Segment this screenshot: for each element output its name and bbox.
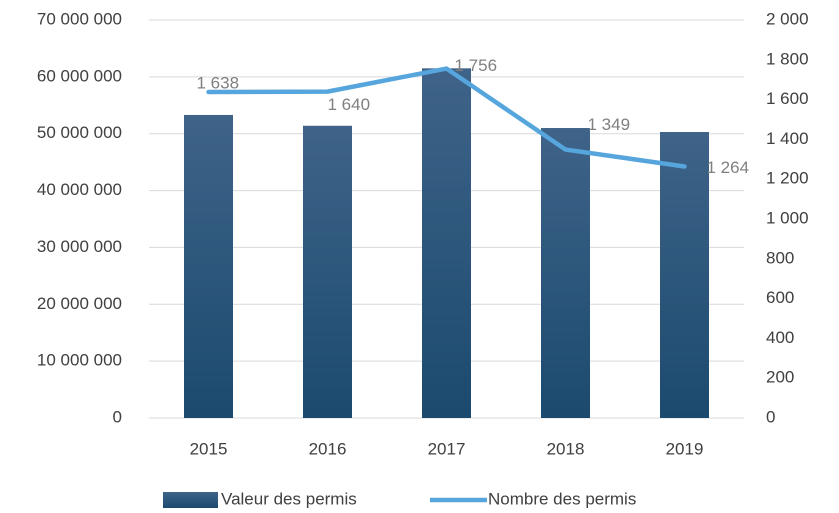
y2-tick-label: 800 <box>766 248 794 267</box>
x-tick-label: 2017 <box>428 439 466 458</box>
y2-tick-label: 1 000 <box>766 208 809 227</box>
bar <box>541 128 590 418</box>
y-tick-label: 30 000 000 <box>37 237 122 256</box>
data-label: 1 264 <box>707 158 750 177</box>
y2-tick-label: 1 800 <box>766 49 809 68</box>
y-tick-label: 10 000 000 <box>37 351 122 370</box>
legend-swatch <box>163 492 218 508</box>
bar <box>303 125 352 419</box>
line <box>206 66 687 169</box>
x-tick-label: 2016 <box>309 439 347 458</box>
data-label: 1 349 <box>588 115 631 134</box>
y2-tick-label: 1 600 <box>766 89 809 108</box>
legend-label: Valeur des permis <box>221 489 357 508</box>
bar <box>422 68 471 418</box>
data-label: 1 640 <box>328 95 371 114</box>
y2-tick-label: 400 <box>766 328 794 347</box>
y2-tick-label: 0 <box>766 407 775 426</box>
x-tick-label: 2018 <box>547 439 585 458</box>
y-tick-label: 40 000 000 <box>37 180 122 199</box>
data-label: 1 756 <box>455 56 498 75</box>
data-label: 1 638 <box>197 74 240 93</box>
x-tick-label: 2015 <box>190 439 228 458</box>
y2-tick-label: 600 <box>766 288 794 307</box>
y2-tick-label: 2 000 <box>766 9 809 28</box>
bar <box>660 132 709 418</box>
y-tick-label: 0 <box>113 407 122 426</box>
x-tick-label: 2019 <box>666 439 704 458</box>
y2-tick-label: 200 <box>766 368 794 387</box>
bar <box>184 114 233 419</box>
y-tick-label: 50 000 000 <box>37 123 122 142</box>
y-tick-label: 60 000 000 <box>37 66 122 85</box>
y-tick-label: 20 000 000 <box>37 294 122 313</box>
y2-tick-label: 1 400 <box>766 129 809 148</box>
legend-label: Nombre des permis <box>488 489 636 508</box>
y-tick-label: 70 000 000 <box>37 9 122 28</box>
y2-tick-label: 1 200 <box>766 169 809 188</box>
